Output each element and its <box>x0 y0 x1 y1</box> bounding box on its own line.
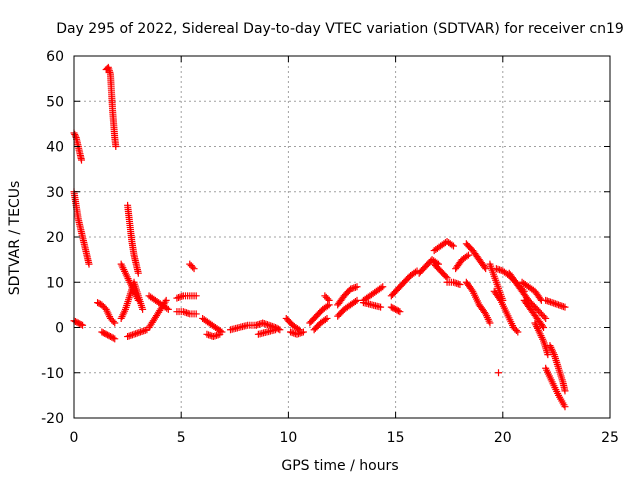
y-axis-label: SDTVAR / TECUs <box>7 181 23 296</box>
data-point <box>463 252 471 260</box>
x-tick-label: 5 <box>177 430 186 446</box>
data-point <box>561 303 569 311</box>
data-point <box>449 242 457 250</box>
data-point <box>324 302 332 310</box>
x-tick-label: 15 <box>387 430 405 446</box>
data-point <box>481 263 489 271</box>
data-point <box>163 304 171 312</box>
data-point <box>536 295 544 303</box>
data-point <box>495 369 503 377</box>
x-tick-label: 20 <box>494 430 512 446</box>
grid-layer <box>74 56 610 418</box>
data-point <box>85 260 93 268</box>
data-point <box>544 351 552 359</box>
data-point <box>216 330 224 338</box>
data-point <box>377 284 385 292</box>
y-tick-label: -10 <box>41 366 64 382</box>
data-point <box>456 281 464 289</box>
y-tick-label: 60 <box>46 49 64 65</box>
chart-title: Day 295 of 2022, Sidereal Day-to-day VTE… <box>56 21 624 37</box>
y-tick-label: 30 <box>46 185 64 201</box>
data-point <box>561 387 569 395</box>
data-point <box>190 265 198 273</box>
x-axis-label: GPS time / hours <box>281 458 398 474</box>
data-point <box>109 334 117 342</box>
data-point <box>396 308 404 316</box>
data-marks <box>70 63 569 411</box>
data-point <box>353 283 361 291</box>
data-point <box>379 283 387 291</box>
data-point <box>538 322 546 330</box>
data-point <box>540 313 548 321</box>
data-point <box>164 305 172 313</box>
data-point <box>139 305 147 313</box>
data-point <box>78 156 86 164</box>
y-tick-label: -20 <box>41 411 64 427</box>
y-tick-label: 20 <box>46 230 64 246</box>
data-point <box>561 403 569 411</box>
data-point <box>111 335 119 343</box>
data-point <box>464 251 472 259</box>
data-point <box>448 241 456 249</box>
y-tick-label: 40 <box>46 140 64 156</box>
x-tick-label: 25 <box>601 430 619 446</box>
data-point <box>189 263 197 271</box>
data-point <box>134 269 142 277</box>
data-point <box>512 327 520 335</box>
data-point <box>112 143 120 150</box>
x-tick-label: 10 <box>279 430 297 446</box>
data-point <box>324 295 332 303</box>
data-point <box>542 314 550 322</box>
data-point <box>79 321 87 329</box>
data-point <box>514 328 522 336</box>
y-tick-label: 10 <box>46 275 64 291</box>
data-point <box>442 272 450 280</box>
y-tick-label: 50 <box>46 94 64 110</box>
data-point <box>353 296 361 304</box>
y-tick-label: 0 <box>55 321 64 337</box>
data-point <box>351 297 359 305</box>
data-point <box>192 310 200 318</box>
data-point <box>272 326 280 334</box>
data-point <box>323 314 331 322</box>
data-point <box>71 132 79 140</box>
x-tick-label: 0 <box>70 430 79 446</box>
data-point <box>394 307 402 315</box>
data-point <box>162 296 170 304</box>
axes: 0 5 10 15 20 25 -20 -10 0 10 20 30 40 50 60 <box>41 49 619 446</box>
data-point <box>111 319 119 327</box>
data-point <box>321 316 329 324</box>
data-point <box>77 320 85 328</box>
data-point <box>486 319 494 327</box>
data-point <box>109 317 117 325</box>
data-point <box>71 130 79 138</box>
data-point <box>299 328 307 336</box>
data-point <box>325 296 333 304</box>
data-point <box>192 292 200 300</box>
data-point <box>377 303 385 311</box>
data-point <box>540 324 548 331</box>
